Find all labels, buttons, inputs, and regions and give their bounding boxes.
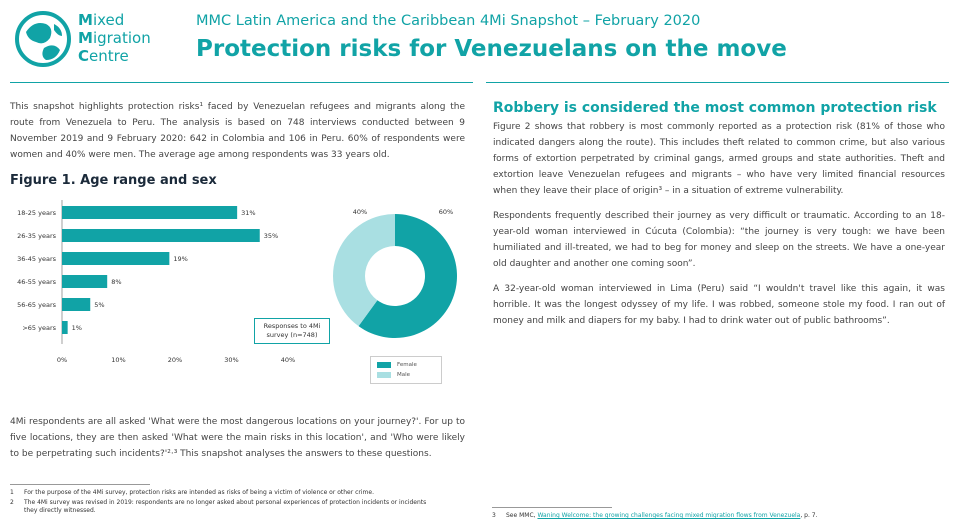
footnote-3-number: 3 [492, 512, 496, 519]
bar-data-label: 8% [111, 278, 121, 286]
bar-data-label: 31% [241, 209, 255, 217]
footnote-3-prefix: See MMC, [506, 512, 538, 519]
legend-label-male: Male [397, 372, 411, 378]
x-tick-label: 0% [57, 356, 67, 364]
x-tick-label: 40% [281, 356, 295, 364]
4mi-questions-paragraph: 4Mi respondents are all asked 'What were… [10, 417, 465, 459]
donut-data-label: 40% [353, 208, 367, 216]
footnote-1-number: 1 [10, 489, 14, 496]
mmc-logo: Mixed Migration Centre [14, 8, 184, 68]
x-tick-label: 10% [111, 356, 125, 364]
legend-swatch-female [377, 362, 391, 368]
figure-1-title: Figure 1. Age range and sex [10, 173, 217, 188]
bar [62, 229, 260, 242]
donut-data-label: 60% [439, 208, 453, 216]
footnote-3-suffix: , p. 7. [800, 512, 818, 519]
footnote-2: 2 The 4Mi survey was revised in 2019: res… [10, 499, 426, 507]
bar [62, 321, 68, 334]
legend-item-female: Female [377, 362, 417, 368]
legend-item-male: Male [377, 372, 410, 378]
bar-data-label: 19% [173, 255, 187, 263]
intro-paragraph: This snapshot highlights protection risk… [10, 102, 465, 160]
bar-category-label: 46-55 years [17, 278, 56, 286]
donut-legend: Female Male [370, 356, 442, 384]
robbery-heading: Robbery is considered the most common pr… [493, 100, 937, 116]
header-divider [10, 82, 473, 83]
bar [62, 275, 108, 288]
bar-data-label: 35% [264, 232, 278, 240]
legend-label-female: Female [397, 362, 417, 368]
bar-data-label: 5% [94, 301, 104, 309]
page-title: Protection risks for Venezuelans on the … [196, 36, 787, 62]
donut-slice [358, 214, 457, 338]
logo-wordmark: Mixed Migration Centre [78, 11, 151, 65]
bar-category-label: 26-35 years [17, 232, 56, 240]
footnote-2-text: The 4Mi survey was revised in 2019: resp… [24, 499, 427, 506]
right-paragraph-3: A 32-year-old woman interviewed in Lima … [493, 284, 945, 326]
sex-donut-chart: 60% 40% [333, 208, 457, 338]
bar-category-label: >65 years [22, 324, 56, 332]
x-tick-label: 20% [168, 356, 182, 364]
age-range-bar-chart: 18-25 years 31% 26-35 years 35% 36-45 years 1… [17, 200, 295, 364]
bar-data-label: 1% [72, 324, 82, 332]
bar [62, 206, 238, 219]
footnote-2-continued: they directly witnessed. [10, 507, 96, 515]
footnote-1: 1 For the purpose of the 4Mi survey, prot… [10, 489, 374, 497]
legend-swatch-male [377, 372, 391, 378]
globe-logo-icon [15, 11, 71, 67]
bar [62, 252, 170, 265]
right-paragraph-2: Respondents frequently described their j… [493, 211, 945, 269]
respondents-note: Responses to 4Mi survey (n=748) [254, 318, 330, 344]
bar-category-label: 18-25 years [17, 209, 56, 217]
right-paragraph-1: Figure 2 shows that robbery is most comm… [493, 122, 945, 196]
footnote-3: 3 See MMC, Waning Welcome: the growing ch… [492, 512, 818, 520]
footnote-1-text: For the purpose of the 4Mi survey, prote… [24, 489, 374, 496]
header-subtitle: MMC Latin America and the Caribbean 4Mi … [196, 13, 701, 29]
bar [62, 298, 91, 311]
bar-category-label: 56-65 years [17, 301, 56, 309]
donut-slice [333, 214, 395, 327]
footnote-divider [10, 484, 150, 485]
footnote-2-text-cont: they directly witnessed. [24, 507, 96, 514]
right-footnote-divider [492, 507, 612, 508]
bar-category-label: 36-45 years [17, 255, 56, 263]
footnote-2-number: 2 [10, 499, 14, 506]
header-divider-right [486, 82, 949, 83]
x-tick-label: 30% [224, 356, 238, 364]
footnote-3-link[interactable]: Waning Welcome: the growing challenges f… [537, 512, 801, 519]
